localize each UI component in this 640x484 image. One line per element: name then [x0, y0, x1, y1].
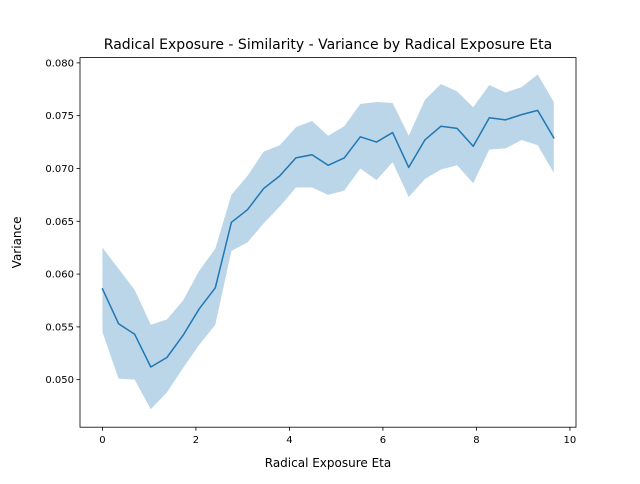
data-point — [165, 356, 168, 359]
y-tick-label: 0.050 — [45, 375, 74, 386]
data-point — [391, 131, 394, 134]
y-axis-ticks: 0.050 0.055 0.060 0.065 0.070 0.075 0.080 — [45, 58, 80, 386]
plot-background — [80, 57, 576, 428]
y-axis-label: Variance — [10, 216, 24, 268]
confidence-band — [102, 74, 554, 410]
y-tick-label: 0.070 — [45, 164, 74, 175]
data-point — [246, 208, 249, 211]
x-tick-label: 10 — [564, 435, 577, 446]
data-point — [375, 141, 378, 144]
x-tick-label: 6 — [380, 435, 386, 446]
x-tick-label: 2 — [193, 435, 199, 446]
data-point — [520, 113, 523, 116]
y-tick-label: 0.060 — [45, 270, 74, 281]
data-point — [294, 156, 297, 159]
data-point — [198, 307, 201, 310]
data-point — [311, 153, 314, 156]
data-point — [262, 187, 265, 190]
x-tick-label: 8 — [473, 435, 479, 446]
chart-title: Radical Exposure - Similarity - Variance… — [104, 37, 552, 53]
data-point — [117, 322, 120, 325]
data-point — [472, 145, 475, 148]
data-point — [423, 138, 426, 141]
data-point — [504, 118, 507, 121]
series-line — [101, 109, 555, 368]
data-point — [214, 286, 217, 289]
x-tick-label: 0 — [99, 435, 105, 446]
y-tick-label: 0.055 — [45, 322, 74, 333]
data-point — [407, 166, 410, 169]
data-point — [552, 136, 555, 139]
data-point — [488, 116, 491, 119]
data-point — [133, 333, 136, 336]
data-point — [456, 127, 459, 130]
series-line-layer — [101, 109, 555, 369]
y-tick-label: 0.065 — [45, 217, 74, 228]
data-point — [536, 109, 539, 112]
data-point — [278, 174, 281, 177]
x-tick-label: 4 — [286, 435, 292, 446]
y-tick-label: 0.075 — [45, 111, 74, 122]
x-axis-ticks: 0 2 4 6 8 10 — [99, 427, 576, 446]
confidence-band-layer — [102, 74, 554, 410]
data-point — [327, 164, 330, 167]
data-point — [230, 221, 233, 224]
x-axis-label: Radical Exposure Eta — [265, 456, 392, 470]
data-point — [101, 287, 104, 290]
plot-frame — [79, 57, 577, 428]
data-point — [439, 125, 442, 128]
data-point — [343, 156, 346, 159]
data-point — [182, 334, 185, 337]
data-point — [149, 366, 152, 369]
y-tick-label: 0.080 — [45, 58, 74, 69]
data-point — [359, 135, 362, 138]
